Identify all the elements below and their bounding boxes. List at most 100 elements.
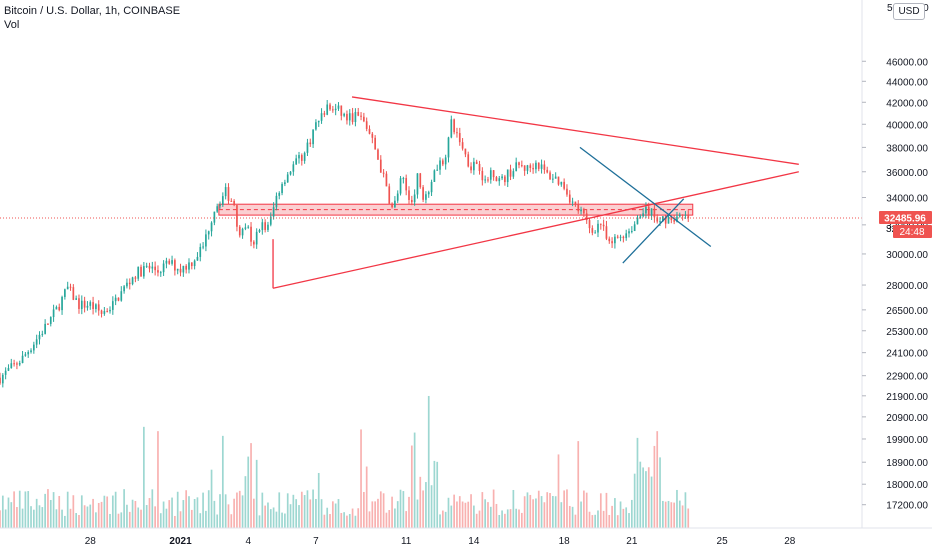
- tick-label: 22900.00: [886, 372, 928, 383]
- volume-bar: [684, 492, 687, 528]
- candle-body: [306, 142, 309, 153]
- volume-bar: [549, 492, 551, 528]
- volume-bar: [645, 471, 647, 528]
- volume-bar: [148, 498, 151, 528]
- volume-bar: [154, 506, 156, 528]
- volume-bar: [495, 503, 498, 528]
- volume-bar: [512, 489, 515, 528]
- candle-body: [456, 132, 458, 134]
- volume-bar: [205, 510, 207, 528]
- volume-bar: [678, 500, 681, 528]
- candle-body: [568, 194, 571, 203]
- candle-body: [253, 241, 255, 245]
- time-tick-label: 7: [313, 536, 319, 547]
- time-tick-label: 21: [626, 536, 638, 547]
- volume-bar: [286, 493, 289, 528]
- volume-bar: [388, 510, 391, 528]
- volume-bar: [591, 515, 594, 528]
- volume-bar: [219, 494, 221, 528]
- candle-body: [120, 291, 123, 301]
- volume-bar: [10, 502, 13, 528]
- candle-body: [205, 234, 207, 247]
- volume-bar: [537, 490, 540, 528]
- volume-bar: [188, 496, 190, 528]
- candle-body: [58, 306, 61, 311]
- volume-bar: [385, 512, 388, 528]
- candle-body: [492, 170, 495, 178]
- volume-bar: [433, 460, 436, 528]
- candle-body: [540, 164, 543, 169]
- volume-bar: [78, 514, 80, 528]
- volume-bar: [162, 501, 165, 528]
- candle-body: [1, 374, 4, 384]
- candle-body: [33, 344, 35, 351]
- volume-label: Vol: [4, 19, 20, 31]
- candle-body: [123, 286, 125, 292]
- candle-body: [326, 104, 329, 115]
- candle-body: [315, 122, 317, 130]
- candle-body: [148, 265, 151, 269]
- candle-body: [145, 265, 148, 267]
- volume-bar: [117, 513, 120, 528]
- currency-button[interactable]: USD: [893, 3, 925, 20]
- volume-bar: [247, 456, 250, 528]
- volume-bar: [255, 459, 258, 528]
- volume-bar: [687, 508, 690, 528]
- volume-bar: [213, 500, 216, 528]
- volume-bar: [238, 490, 241, 528]
- volume-bar: [0, 510, 1, 528]
- volume-bar: [489, 506, 492, 528]
- volume-bar: [131, 499, 134, 528]
- candle-body: [331, 109, 334, 111]
- candle-body: [512, 171, 515, 177]
- candle-body: [419, 173, 422, 188]
- candle-body: [377, 149, 379, 160]
- volume-bar: [151, 489, 154, 528]
- candle-body: [363, 116, 365, 122]
- candle-body: [382, 172, 385, 174]
- volume-bar: [312, 489, 314, 528]
- volume-bar: [111, 495, 114, 528]
- volume-bar: [35, 498, 38, 528]
- candle-body: [557, 176, 560, 185]
- candle-body: [391, 203, 393, 208]
- candle-body: [348, 113, 351, 121]
- candle-body: [216, 206, 219, 212]
- price-axis-bg: [862, 0, 932, 550]
- volume-bar: [504, 513, 506, 528]
- volume-bar: [176, 491, 179, 528]
- volume-bar: [526, 492, 529, 528]
- candle-body: [506, 169, 509, 183]
- volume-bar: [315, 498, 317, 528]
- candle-body: [241, 228, 244, 236]
- volume-bar: [100, 501, 103, 528]
- candle-body: [549, 172, 551, 180]
- volume-bar: [80, 495, 83, 528]
- volume-bar: [382, 493, 385, 528]
- volume-bar: [86, 506, 89, 528]
- volume-bar: [394, 508, 396, 528]
- candle-body: [574, 201, 577, 204]
- candle-body: [515, 162, 518, 172]
- volume-bar: [444, 511, 447, 528]
- tick-label: 40000.00: [886, 120, 928, 131]
- candle-body: [49, 317, 52, 324]
- volume-bar: [408, 496, 410, 528]
- candle-body: [154, 266, 156, 271]
- volume-bar: [72, 495, 75, 528]
- candle-body: [284, 182, 286, 185]
- candle-body: [453, 119, 455, 133]
- volume-bar: [210, 469, 213, 528]
- candle-body: [0, 377, 1, 384]
- volume-bar: [92, 498, 94, 528]
- volume-bar: [580, 501, 582, 528]
- candle-body: [114, 297, 117, 302]
- volume-bar: [577, 441, 580, 528]
- candle-body: [594, 232, 597, 234]
- candle-body: [422, 187, 424, 200]
- candle-body: [171, 260, 173, 264]
- candle-body: [630, 231, 633, 233]
- candle-body: [80, 300, 83, 309]
